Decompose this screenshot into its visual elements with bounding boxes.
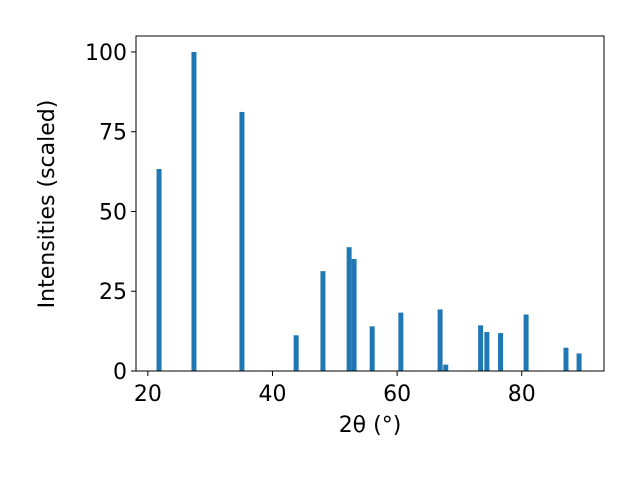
- x-tick-label: 20: [134, 382, 162, 407]
- bar: [191, 51, 197, 371]
- y-tick-label: 25: [99, 280, 127, 305]
- x-tick-label: 80: [508, 382, 536, 407]
- bar: [398, 312, 404, 371]
- bar: [443, 364, 449, 371]
- bar: [484, 332, 490, 371]
- plot-frame: [135, 35, 605, 372]
- y-tick-label: 0: [113, 360, 127, 385]
- x-tick-label: 40: [258, 382, 286, 407]
- bar: [437, 309, 443, 371]
- bar: [351, 259, 357, 371]
- y-tick-label: 50: [99, 200, 127, 225]
- y-tick-label: 75: [99, 121, 127, 146]
- bar: [576, 353, 582, 371]
- bar: [523, 314, 529, 371]
- y-tick-label: 100: [85, 41, 127, 66]
- bar: [156, 169, 162, 371]
- x-tick-label: 60: [383, 382, 411, 407]
- bar: [239, 111, 245, 371]
- bar: [369, 326, 375, 371]
- x-axis-label: 2θ (°): [339, 413, 402, 438]
- bar: [478, 325, 484, 371]
- bar: [498, 333, 504, 371]
- bar: [346, 247, 352, 371]
- bar: [293, 335, 299, 371]
- bar: [320, 271, 326, 371]
- bar: [563, 347, 569, 371]
- y-axis-label: Intensities (scaled): [35, 100, 60, 309]
